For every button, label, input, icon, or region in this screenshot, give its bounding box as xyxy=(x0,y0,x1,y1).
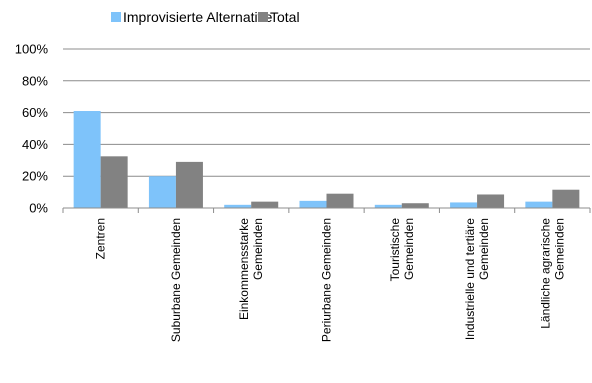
bar-improvisierte-alternative xyxy=(299,200,327,208)
bar-total xyxy=(552,189,580,208)
category-label-line: Gemeinden xyxy=(552,218,566,280)
bar-total xyxy=(326,193,354,208)
category-label: Industrielle und tertiäre Gemeinden xyxy=(463,218,491,340)
category-label: Zentren xyxy=(94,218,108,259)
bars xyxy=(73,111,580,208)
bar-improvisierte-alternative xyxy=(374,204,402,208)
y-tick-label: 80% xyxy=(22,73,48,88)
category-label-line: Zentren xyxy=(94,218,108,259)
category-label-line: Gemeinden xyxy=(477,218,491,280)
category-label-line: Einkommensstarke xyxy=(237,218,251,320)
category-label-line: Suburbane Gemeinden xyxy=(169,218,183,342)
legend-swatch-1 xyxy=(111,12,121,22)
category-label: Ländliche agrarische Gemeinden xyxy=(538,218,566,329)
category-label: Periurbane Gemeinden xyxy=(320,218,334,342)
bar-total xyxy=(175,161,203,208)
x-axis-category-labels: Zentren Suburbane Gemeinden Einkommensstar… xyxy=(94,218,567,342)
y-axis-tick-labels: 0% 20% 40% 60% 80% 100% xyxy=(15,42,49,216)
bar-improvisierte-alternative xyxy=(148,176,176,208)
category-label-line: Industrielle und tertiäre xyxy=(463,218,477,340)
bar-total xyxy=(401,203,429,208)
category-label-line: Gemeinden xyxy=(251,218,265,280)
bar-improvisierte-alternative xyxy=(224,204,252,208)
gridlines xyxy=(63,48,590,177)
category-label-line: Periurbane Gemeinden xyxy=(320,218,334,342)
bar-improvisierte-alternative xyxy=(450,202,478,208)
bar-improvisierte-alternative xyxy=(73,111,101,208)
category-label-line: Gemeinden xyxy=(402,218,416,280)
y-tick-label: 100% xyxy=(15,42,49,57)
bar-total xyxy=(251,201,279,208)
y-tick-label: 60% xyxy=(22,105,48,120)
category-label: Touristische Gemeinden xyxy=(388,218,416,282)
legend-label-1: Improvisierte Alternative xyxy=(123,9,273,25)
legend-swatch-2 xyxy=(258,12,268,22)
bar-improvisierte-alternative xyxy=(525,201,553,208)
x-axis-ticks xyxy=(62,208,591,213)
y-tick-label: 40% xyxy=(22,137,48,152)
y-tick-label: 20% xyxy=(22,169,48,184)
category-label-line: Touristische xyxy=(388,218,402,282)
bar-total xyxy=(100,156,128,208)
y-tick-label: 0% xyxy=(29,201,48,216)
category-label: Einkommensstarke Gemeinden xyxy=(237,218,265,320)
category-label-line: Ländliche agrarische xyxy=(538,218,552,329)
bar-total xyxy=(477,194,505,208)
legend-label-2: Total xyxy=(270,9,300,25)
category-label: Suburbane Gemeinden xyxy=(169,218,183,342)
